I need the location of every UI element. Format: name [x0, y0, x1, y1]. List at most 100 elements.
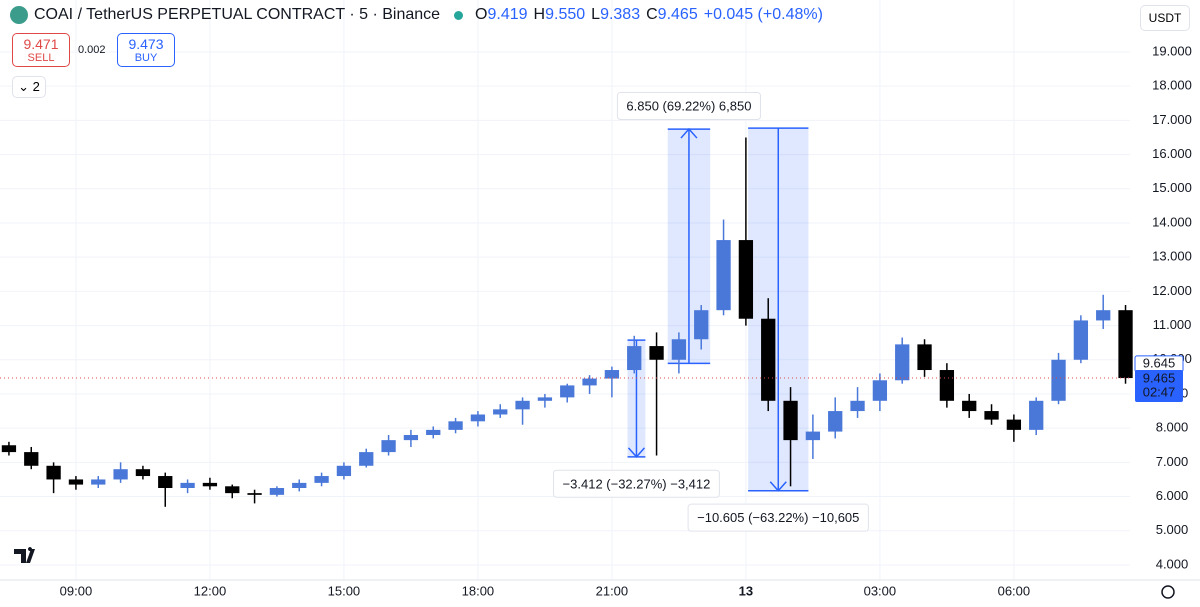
- symbol[interactable]: COAI / TetherUS PERPETUAL CONTRACT · 5 ·…: [34, 6, 441, 23]
- y-tick-label: 13.000: [1152, 249, 1192, 264]
- candle-body: [68, 479, 84, 485]
- candle-body: [269, 488, 285, 495]
- currency[interactable]: USDT: [1140, 5, 1190, 31]
- candle-body: [604, 370, 620, 379]
- candle-body: [202, 482, 218, 487]
- x-tick-label: 12:00: [194, 583, 227, 598]
- candle-body: [24, 452, 39, 466]
- candle-body: [314, 476, 329, 483]
- arrow-head: [769, 481, 787, 492]
- measure-label: 6.850 (69.22%) 6,850: [626, 99, 751, 114]
- change: +0.045 (+0.48%): [703, 6, 823, 23]
- sell-price: 9.471: [23, 36, 59, 52]
- candle-body: [515, 400, 530, 410]
- measure-label: −3.412 (−32.27%) −3,412: [563, 476, 711, 491]
- ohlc-value: 9.419: [487, 6, 528, 23]
- ohlc-key: L: [591, 6, 601, 23]
- candle-body: [493, 409, 508, 415]
- y-tick-label: 17.000: [1152, 112, 1192, 127]
- indicators-toggle[interactable]: ⌄ 2: [12, 76, 46, 98]
- candle-body: [247, 493, 262, 495]
- measure-label: −10.605 (−63.22%) −10,605: [697, 510, 859, 525]
- arrow-head: [627, 447, 646, 458]
- countdown: 02:47: [1143, 384, 1176, 399]
- last-price-box: [1135, 370, 1183, 403]
- candle-body: [1029, 400, 1044, 430]
- candle-body: [135, 469, 151, 477]
- measure-label-box: [553, 469, 720, 498]
- candle-body: [46, 465, 61, 480]
- candle-body: [582, 378, 597, 386]
- candle-body: [470, 414, 486, 422]
- candle-body: [1051, 359, 1066, 401]
- candle-body: [336, 465, 352, 477]
- candle-body: [403, 435, 419, 441]
- ohlc-value: 9.383: [600, 6, 641, 23]
- x-tick-label: 03:00: [864, 583, 897, 598]
- candle-body: [783, 400, 798, 441]
- x-tick-label: 18:00: [462, 583, 495, 598]
- ohlc-key: C: [646, 6, 658, 23]
- candle-body: [761, 318, 776, 401]
- candle-body: [984, 411, 999, 420]
- y-tick-label: 18.000: [1152, 78, 1192, 93]
- x-tick-label: 21:00: [596, 583, 629, 598]
- x-tick-label: 09:00: [60, 583, 93, 598]
- candle-body: [850, 400, 865, 412]
- indicator-count: 2: [32, 79, 40, 94]
- measure-label-box: [687, 503, 869, 532]
- candle-body: [1118, 310, 1133, 379]
- settings-icon: [1161, 585, 1175, 599]
- candle-body: [694, 310, 709, 340]
- candle-body: [917, 344, 932, 371]
- candle-body: [1073, 320, 1089, 360]
- measure-label-box: [616, 92, 761, 121]
- ohlc-key: O: [475, 6, 488, 23]
- sell-label: SELL: [27, 52, 55, 64]
- candle-body: [537, 397, 553, 401]
- y-tick-label: 8.000: [1156, 420, 1189, 435]
- candle-body: [627, 346, 642, 371]
- candle-body: [381, 440, 396, 453]
- candle-body: [895, 344, 910, 381]
- buy-button[interactable]: 9.473 BUY: [117, 33, 175, 67]
- candle-body: [805, 431, 821, 441]
- y-tick-label: 16.000: [1152, 146, 1192, 161]
- x-tick-label: 06:00: [998, 583, 1031, 598]
- marked-price-label: 9.645: [1143, 355, 1176, 370]
- sell-button[interactable]: 9.471 SELL: [12, 33, 70, 67]
- y-tick-label: 14.000: [1152, 214, 1192, 229]
- candle-body: [560, 385, 575, 398]
- candle-body: [426, 429, 441, 435]
- ohlc-value: 9.550: [545, 6, 586, 23]
- candle-body: [113, 469, 128, 480]
- candle-body: [448, 421, 463, 430]
- candle-body: [872, 380, 888, 401]
- candle-body: [225, 486, 240, 494]
- ohlc-value: 9.465: [657, 6, 698, 23]
- x-tick-label: 13: [739, 583, 753, 598]
- last-price-label: 9.465: [1143, 370, 1176, 385]
- buy-label: BUY: [134, 52, 158, 64]
- candle-body: [716, 240, 731, 311]
- logo: [10, 6, 28, 24]
- tv-logo: [14, 547, 35, 563]
- candle-body: [738, 240, 754, 319]
- y-tick-label: 12.000: [1152, 283, 1192, 298]
- candle-body: [91, 479, 106, 485]
- candle-body: [158, 476, 173, 489]
- candle-body: [1006, 419, 1022, 430]
- candle-body: [649, 346, 664, 360]
- x-tick-label: 15:00: [328, 583, 361, 598]
- candle-body: [180, 482, 195, 489]
- candle-body: [1096, 310, 1111, 321]
- candle-body: [292, 482, 307, 489]
- buy-price: 9.473: [128, 36, 164, 52]
- status-dot: [454, 10, 464, 20]
- y-tick-label: 11.000: [1153, 317, 1192, 332]
- candle-body: [1, 445, 17, 453]
- candle-body: [962, 400, 977, 412]
- header: COAI / TetherUS PERPETUAL CONTRACT · 5 ·…: [10, 6, 823, 24]
- y-tick-label: 5.000: [1156, 522, 1189, 537]
